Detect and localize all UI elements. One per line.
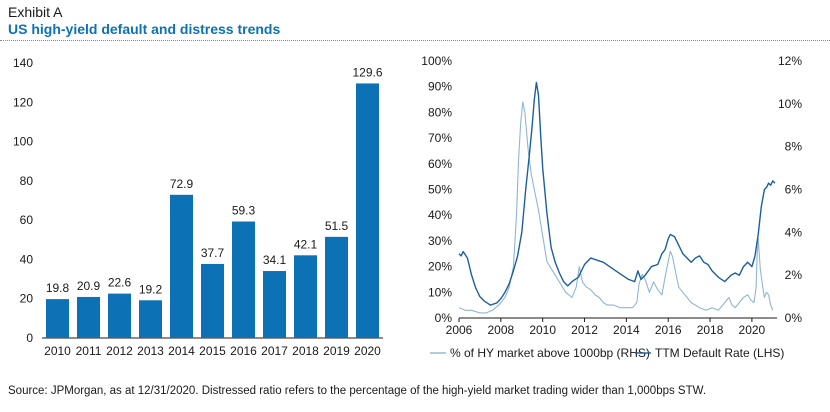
- line-left-tick-label: 30%: [428, 234, 452, 248]
- bar-2020: [356, 83, 379, 338]
- bar-value-label: 72.9: [170, 177, 194, 191]
- line-left-tick-label: 0%: [435, 311, 453, 325]
- line-left-tick-label: 40%: [428, 208, 452, 222]
- bar-value-label: 42.1: [294, 237, 318, 251]
- line-series-group: [458, 81, 776, 314]
- line-right-tick-label: 12%: [778, 54, 802, 68]
- bar-2017: [263, 271, 286, 338]
- line-x-tick-label: 2014: [613, 323, 640, 337]
- bar-value-label: 37.7: [201, 246, 225, 260]
- bar-value-label: 59.3: [232, 204, 256, 218]
- line-left-tick-label: 10%: [428, 285, 452, 299]
- line-left-tick-label: 60%: [428, 157, 452, 171]
- bar-x-tick-label: 2012: [106, 344, 133, 358]
- bar-x-tick-label: 2019: [323, 344, 350, 358]
- bar-y-tick-label: 20: [20, 292, 34, 306]
- line-left-tick-label: 90%: [428, 80, 452, 94]
- legend-label: TTM Default Rate (LHS): [655, 346, 784, 360]
- bar-2016: [232, 221, 255, 338]
- line-left-axis: 0% 10% 20% 30% 40% 50% 60% 70% 80% 90% 100%: [421, 54, 452, 325]
- bar-y-tick-label: 100: [13, 135, 33, 149]
- line-left-tick-label: 50%: [428, 183, 452, 197]
- bar-value-label: 129.6: [352, 65, 382, 79]
- bar-2013: [139, 300, 162, 338]
- chart-title: US high-yield default and distress trend…: [8, 21, 281, 37]
- bar-x-tick-label: 2015: [199, 344, 226, 358]
- bar-series: [46, 83, 379, 338]
- line-x-tick-label: 2010: [529, 323, 556, 337]
- line-left-tick-label: 70%: [428, 131, 452, 145]
- line-left-tick-label: 100%: [421, 54, 452, 68]
- bar-value-label: 20.9: [77, 279, 101, 293]
- bar-y-tick-label: 60: [20, 213, 34, 227]
- bar-y-tick-label: 80: [20, 174, 34, 188]
- line-x-tick-label: 2006: [446, 323, 473, 337]
- line-right-tick-label: 10%: [778, 97, 802, 111]
- bar-x-tick-label: 2014: [168, 344, 195, 358]
- bar-value-label: 51.5: [325, 219, 349, 233]
- bar-2014: [170, 194, 193, 338]
- line-x-tick-label: 2020: [739, 323, 766, 337]
- line-x-axis: 2006 2008 2010 2012 2014 2016 2018 2020: [446, 318, 766, 337]
- bar-x-tick-label: 2011: [76, 344, 102, 358]
- exhibit-label: Exhibit A: [8, 4, 63, 20]
- bar-value-label: 22.6: [108, 276, 132, 290]
- default-volume-bar-chart: 0 20 40 60 80 100 120 140 19.8 20.9 22.6 19.2 72.9 3…: [13, 56, 383, 358]
- bar-2011: [77, 296, 100, 338]
- bar-y-axis: 0 20 40 60 80 100 120 140: [13, 56, 33, 345]
- bar-value-label: 34.1: [263, 253, 287, 267]
- bar-y-tick-label: 0: [26, 331, 33, 345]
- bar-y-tick-label: 120: [13, 95, 33, 109]
- bar-value-label: 19.8: [46, 281, 70, 295]
- bar-2012: [108, 293, 131, 338]
- title-divider: [0, 40, 830, 41]
- bar-2010: [46, 299, 69, 338]
- bar-x-axis: 2010 2011 2012 2013 2014 2015 2016 2017 2018 2019…: [44, 344, 381, 358]
- bar-x-tick-label: 2018: [292, 344, 319, 358]
- bar-2019: [325, 236, 348, 338]
- hy-distress-series-line: [458, 101, 774, 314]
- bar-x-tick-label: 2017: [261, 344, 288, 358]
- line-x-tick-label: 2016: [655, 323, 682, 337]
- line-right-tick-label: 0%: [785, 311, 803, 325]
- bar-value-label: 19.2: [139, 282, 163, 296]
- bar-x-tick-label: 2013: [137, 344, 164, 358]
- line-x-tick-label: 2018: [697, 323, 724, 337]
- line-right-tick-label: 4%: [785, 225, 803, 239]
- legend-label: % of HY market above 1000bp (RHS): [450, 346, 650, 360]
- bar-y-tick-label: 140: [13, 56, 33, 70]
- bar-x-tick-label: 2010: [44, 344, 71, 358]
- line-left-tick-label: 20%: [428, 260, 452, 274]
- bar-2015: [201, 263, 224, 338]
- line-x-tick-label: 2012: [571, 323, 598, 337]
- line-x-tick-label: 2008: [487, 323, 514, 337]
- source-note: Source: JPMorgan, as at 12/31/2020. Dist…: [8, 385, 707, 397]
- line-right-tick-label: 8%: [785, 140, 803, 154]
- line-right-tick-label: 6%: [785, 183, 803, 197]
- bar-x-tick-label: 2020: [354, 344, 381, 358]
- line-right-axis: 0% 2% 4% 6% 8% 10% 12%: [778, 54, 802, 325]
- bar-x-tick-label: 2016: [230, 344, 257, 358]
- bar-y-tick-label: 40: [20, 252, 34, 266]
- line-right-tick-label: 2%: [785, 268, 803, 282]
- distress-line-chart: 0% 10% 20% 30% 40% 50% 60% 70% 80% 90% 100% 0% 2% 4%…: [421, 54, 802, 360]
- line-left-tick-label: 80%: [428, 105, 452, 119]
- bar-2018: [294, 255, 317, 338]
- line-legend: % of HY market above 1000bp (RHS) TTM Def…: [430, 346, 784, 360]
- ttm-default-rate-series-line: [458, 81, 776, 306]
- bar-value-labels: 19.8 20.9 22.6 19.2 72.9 37.7 59.3 34.1 42.1 51.5…: [46, 65, 383, 296]
